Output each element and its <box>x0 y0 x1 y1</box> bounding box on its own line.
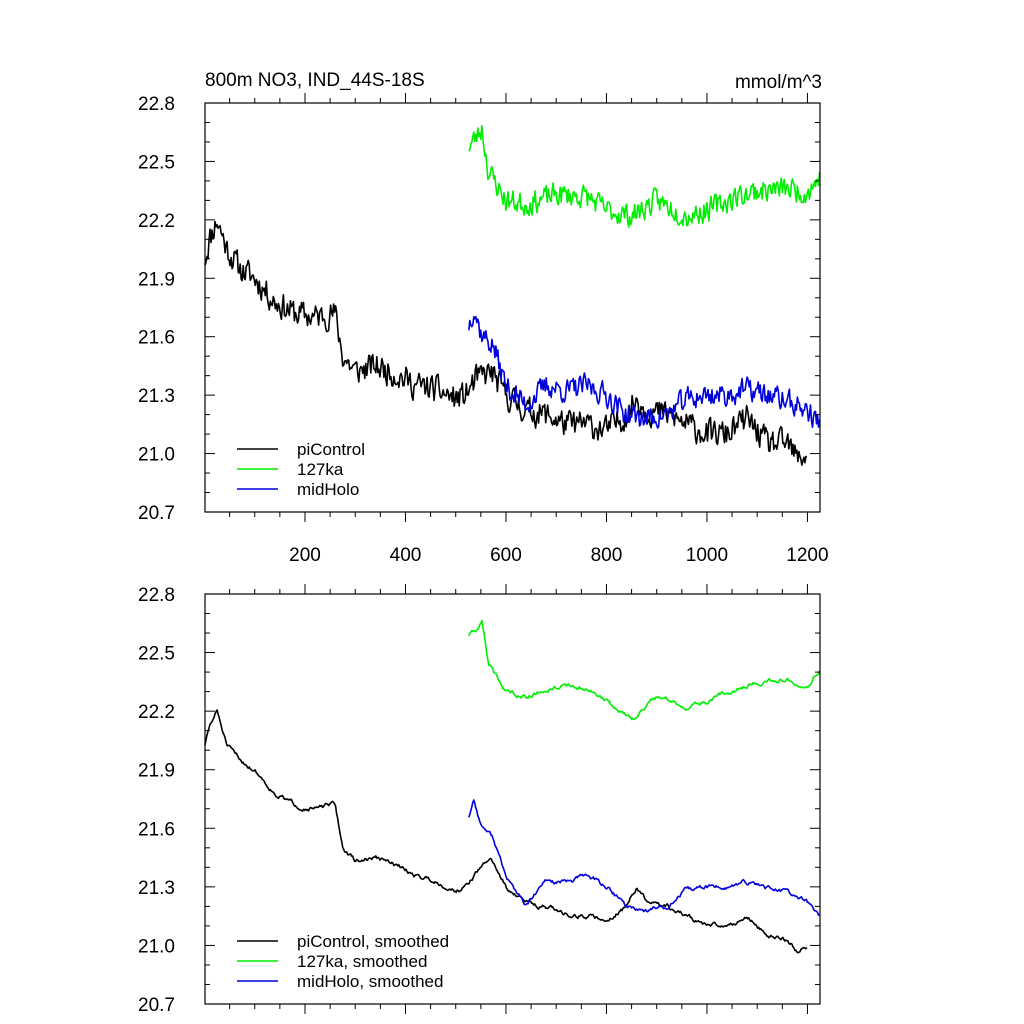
y-tick-label: 21.6 <box>138 819 175 840</box>
y-tick-label: 21.6 <box>138 328 175 349</box>
legend-label: piControl <box>297 440 365 459</box>
series-line-midholo <box>468 315 821 429</box>
y-tick-label: 21.9 <box>138 761 175 782</box>
y-tick-label: 21.3 <box>138 386 175 407</box>
y-tick-label: 21.3 <box>138 878 175 899</box>
x-tick-label: 1000 <box>686 545 728 566</box>
x-tick-label: 200 <box>289 545 321 566</box>
y-tick-label: 22.2 <box>138 211 175 232</box>
y-tick-label: 22.8 <box>138 585 175 606</box>
top-panel: 20.7 21.0 21.3 21.6 21.9 22.2 22.5 22.8 200 400 60… <box>138 93 829 566</box>
y-tick-label: 22.8 <box>138 94 175 115</box>
legend-label: midHolo, smoothed <box>297 972 443 991</box>
x-tick-label: 600 <box>490 545 522 566</box>
chart-title: 800m NO3, IND_44S-18S <box>205 70 425 91</box>
y-tick-label: 22.5 <box>138 152 175 173</box>
y-tick-label: 21.0 <box>138 445 175 466</box>
legend-label: 127ka, smoothed <box>297 952 427 971</box>
series-line-picontrol <box>204 220 808 466</box>
y-tick-label: 22.2 <box>138 702 175 723</box>
series-line-127ka-smoothed <box>468 619 821 721</box>
y-tick-label: 22.5 <box>138 644 175 665</box>
plot-frame <box>204 102 821 513</box>
x-tick-label: 1200 <box>786 545 828 566</box>
series-line-picontrol-smoothed <box>204 709 808 954</box>
plot-frame <box>204 593 821 1005</box>
y-tick-label: 21.9 <box>138 269 175 290</box>
y-tick-label: 20.7 <box>138 503 175 524</box>
legend-label: piControl, smoothed <box>297 932 449 951</box>
series-line-midholo-smoothed <box>468 799 820 916</box>
y-tick-label: 21.0 <box>138 936 175 957</box>
series-line-127ka <box>468 124 821 228</box>
bottom-panel: 20.7 21.0 21.3 21.6 21.9 22.2 22.5 22.8 piContro… <box>138 584 821 1016</box>
x-tick-label: 800 <box>591 545 623 566</box>
legend-label: midHolo <box>297 480 359 499</box>
legend-label: 127ka <box>297 460 344 479</box>
y-tick-label: 20.7 <box>138 995 175 1016</box>
units-label: mmol/m^3 <box>735 72 822 93</box>
x-tick-label: 400 <box>390 545 422 566</box>
